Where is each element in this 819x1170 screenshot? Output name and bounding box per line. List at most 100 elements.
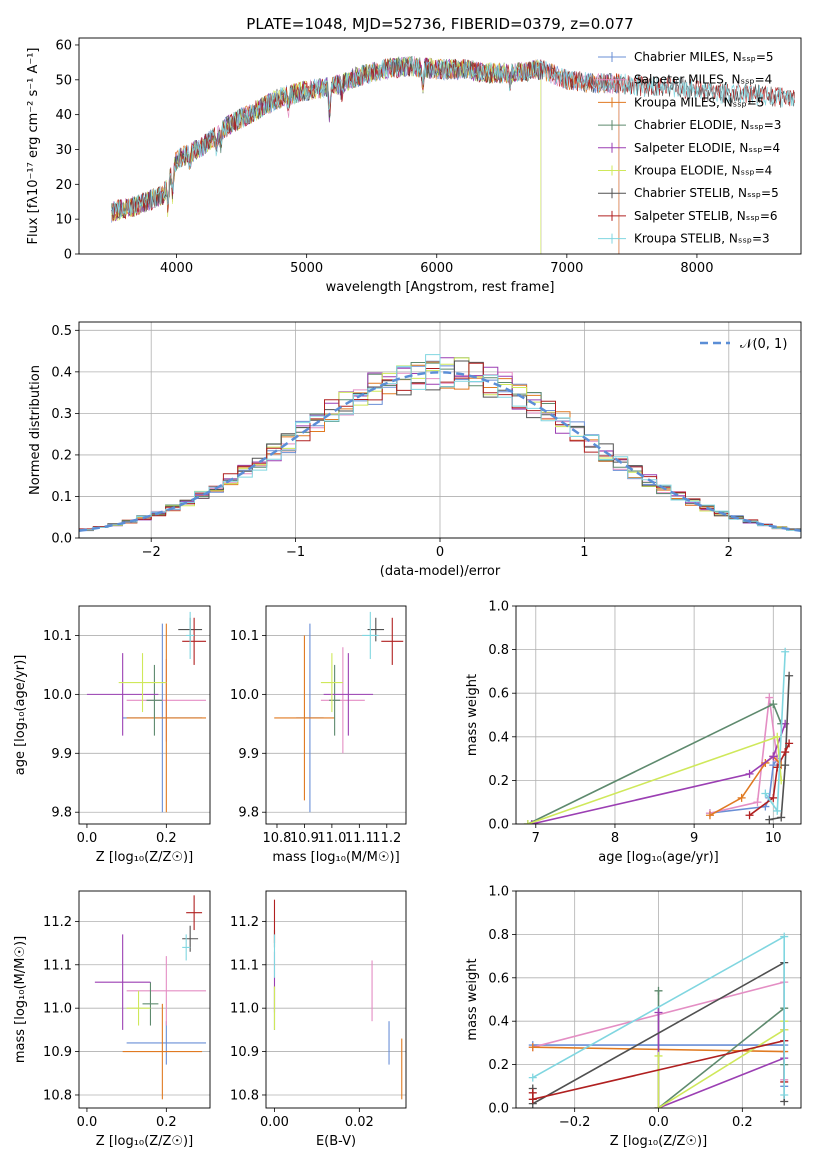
weight_vs_Z-x-tick-label: −0.2 xyxy=(559,1115,591,1130)
residuals-x-tick-label: 2 xyxy=(725,545,733,560)
age_vs_Z-x-axis-label: Z [log₁₀(Z/Z☉)] xyxy=(96,850,193,865)
age_vs_mass-errorbar-point xyxy=(320,653,343,713)
mass_vs_Z-errorbar-point xyxy=(186,895,203,931)
age_vs_mass-errorbar-point xyxy=(323,653,374,736)
spectrum-series-line xyxy=(111,56,795,219)
legend-label: Salpeter MILES, Nₛₛₚ=4 xyxy=(634,73,772,87)
legend-label: Chabrier STELIB, Nₛₛₚ=5 xyxy=(634,186,779,200)
residuals-x-tick-label: 1 xyxy=(580,545,588,560)
mass_vs_ebv-axes-frame xyxy=(265,890,407,1109)
legend-label: Kroupa MILES, Nₛₛₚ=5 xyxy=(634,95,764,109)
age_vs_Z-x-tick-label: 0.2 xyxy=(156,831,177,846)
residuals-axes-frame xyxy=(78,321,802,539)
residuals-chart: −2 −1 0 1 2 0.0 0.1 0.2 0.3 0.4 0.5 (data-model)/er… xyxy=(28,321,802,579)
spectrum-x-tick-label: 4000 xyxy=(160,261,193,276)
weight_vs_Z-point-marker xyxy=(528,1095,537,1104)
age_vs_mass-x-tick-label: 10.8 xyxy=(263,831,292,846)
mass_vs_Z-errorbar-point xyxy=(126,990,151,1026)
legend-label: Chabrier ELODIE, Nₛₛₚ=3 xyxy=(634,118,781,132)
age_vs_Z-errorbar-point xyxy=(146,664,163,736)
weight_vs_age-point-marker xyxy=(523,820,532,824)
spectrum-y-tick-label: 10 xyxy=(55,213,72,228)
weight_vs_age-x-tick-label: 7 xyxy=(532,831,540,846)
weight_vs_age-point-marker xyxy=(781,719,790,728)
age_vs_mass-y-tick-label: 9.8 xyxy=(238,806,259,821)
weight_vs_age-point-marker xyxy=(765,815,774,824)
mass_vs_ebv-y-tick-label: 11.1 xyxy=(230,958,259,973)
weight_vs_age-point-marker xyxy=(785,671,794,680)
weight_vs_age-x-tick-label: 9 xyxy=(690,831,698,846)
weight_vs_age-point-marker xyxy=(773,806,782,815)
weight_vs_age-axes-frame xyxy=(515,605,802,825)
mass_vs_Z-y-tick-label: 11.1 xyxy=(43,958,72,973)
age_vs_mass-errorbar-point xyxy=(320,647,365,754)
age_vs_mass-axes-frame xyxy=(265,605,407,825)
weight_vs_age-point-marker xyxy=(753,798,762,807)
age_vs_Z-x-tick-label: 0.0 xyxy=(77,831,98,846)
weight_vs_age-point-marker xyxy=(781,647,790,656)
mass_vs_ebv-x-tick-label: 0.02 xyxy=(345,1115,374,1130)
figure-title: PLATE=1048, MJD=52736, FIBERID=0379, z=0… xyxy=(246,15,633,33)
weight_vs_Z-x-tick-label: 0.2 xyxy=(732,1115,753,1130)
age_vs_Z-errorbar-point xyxy=(86,653,159,736)
weight_vs_Z-point-marker xyxy=(528,1073,537,1082)
age_vs_mass-x-tick-label: 10.9 xyxy=(290,831,319,846)
plot-layer: 4000 5000 6000 7000 80000102030405060wavelen… xyxy=(13,37,802,1149)
residuals-y-tick-label: 0.5 xyxy=(51,324,72,339)
weight_vs_Z-y-tick-label: 0.4 xyxy=(488,1015,509,1030)
age_vs_mass-x-tick-label: 11.2 xyxy=(372,831,401,846)
mass_vs_Z-x-tick-label: 0.0 xyxy=(77,1115,98,1130)
residuals-x-tick-label: −2 xyxy=(142,545,161,560)
mass_vs_ebv-x-axis-label: E(B-V) xyxy=(316,1134,356,1149)
weight_vs_Z-point-marker xyxy=(528,1043,537,1052)
age_vs_Z-chart: 0.0 0.2 9.8 9.9 10.0 10.1 Z [log₁₀(Z/Z☉)] age [… xyxy=(13,605,211,865)
age_vs_mass-errorbar-point xyxy=(329,664,341,736)
weight_vs_age-point-marker xyxy=(785,739,794,748)
age_vs_mass-grid xyxy=(266,635,406,813)
weight_vs_age-point-marker xyxy=(769,700,778,709)
age_vs_Z-grid xyxy=(79,635,210,813)
weight_vs_age-series-line xyxy=(709,697,779,814)
weight_vs_Z-y-tick-label: 0.6 xyxy=(488,971,509,986)
age_vs_Z-y-axis-label: age [log₁₀(age/yr)] xyxy=(13,655,28,776)
weight_vs_Z-y-tick-label: 0.8 xyxy=(488,928,509,943)
weight_vs_age-point-marker xyxy=(765,693,774,702)
weight_vs_age-point-marker xyxy=(527,820,536,824)
weight_vs_age-point-marker xyxy=(781,748,790,757)
spectrum-series-line xyxy=(111,56,542,254)
weight_vs_Z-axes-frame xyxy=(515,890,802,1109)
residuals-x-tick-label: −1 xyxy=(286,545,305,560)
mass_vs_Z-x-axis-label: Z [log₁₀(Z/Z☉)] xyxy=(96,1134,193,1149)
legend-label: 𝒩(0, 1) xyxy=(740,337,787,352)
age_vs_mass-errorbar-point xyxy=(274,635,335,801)
age_vs_mass-x-tick-label: 11.0 xyxy=(317,831,346,846)
age_vs_mass-x-axis-label: mass [log₁₀(M/M☉)] xyxy=(272,850,399,865)
spectrum-axes-frame xyxy=(78,37,802,255)
spectrum-x-tick-label: 8000 xyxy=(680,261,713,276)
age_vs_Z-errorbar-point xyxy=(186,611,195,660)
spectrum-y-tick-label: 40 xyxy=(55,108,72,123)
mass_vs_ebv-y-tick-label: 10.8 xyxy=(230,1088,259,1103)
mass_vs_Z-errorbar-point xyxy=(94,934,151,1030)
legend-label: Salpeter ELODIE, Nₛₛₚ=4 xyxy=(634,141,780,155)
weight_vs_age-point-marker xyxy=(737,793,746,802)
weight_vs_age-point-marker xyxy=(705,811,714,820)
mass_vs_ebv-y-tick-label: 11.2 xyxy=(230,915,259,930)
weight_vs_Z-y-tick-label: 0.0 xyxy=(488,1102,509,1117)
residuals-x-tick-label: 0 xyxy=(436,545,444,560)
age_vs_Z-errorbar-point xyxy=(182,617,207,665)
weight_vs_Z-x-axis-label: Z [log₁₀(Z/Z☉)] xyxy=(610,1134,707,1149)
residuals-y-tick-label: 0.3 xyxy=(51,407,72,422)
mass_vs_Z-y-tick-label: 11.0 xyxy=(43,1002,72,1017)
weight_vs_Z-point-marker xyxy=(780,1090,789,1099)
weight_vs_age-series-line xyxy=(769,675,790,821)
age_vs_Z-y-tick-label: 9.9 xyxy=(51,747,72,762)
mass_vs_Z-y-tick-label: 10.9 xyxy=(43,1045,72,1060)
mass_vs_Z-chart: 0.0 0.2 10.8 10.9 11.0 11.1 11.2 Z [log₁₀(Z/Z☉)… xyxy=(13,890,211,1149)
weight_vs_age-y-tick-label: 0.6 xyxy=(488,687,509,702)
weight_vs_age-y-tick-label: 0.0 xyxy=(488,818,509,833)
weight_vs_Z-chart: −0.2 0.0 0.2 0.0 0.2 0.4 0.6 0.8 1.0 Z [log₁₀(Z/Z… xyxy=(465,885,802,1149)
mass_vs_Z-errorbar-point xyxy=(142,982,159,1026)
mass_vs_Z-errorbar-point xyxy=(126,1021,207,1065)
legend-label: Chabrier MILES, Nₛₛₚ=5 xyxy=(634,50,774,64)
